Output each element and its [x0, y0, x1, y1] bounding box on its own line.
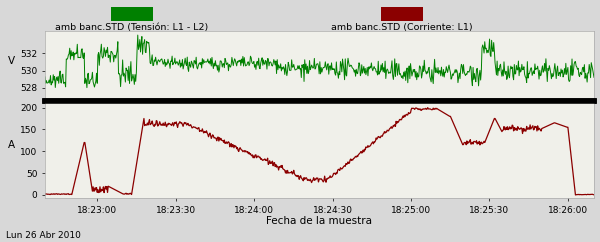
Y-axis label: A: A [8, 140, 16, 150]
Text: amb banc.STD (Corriente: L1): amb banc.STD (Corriente: L1) [331, 23, 473, 32]
Text: amb banc.STD (Tensión: L1 - L2): amb banc.STD (Tensión: L1 - L2) [55, 23, 209, 32]
Text: Lun 26 Abr 2010: Lun 26 Abr 2010 [6, 231, 81, 240]
X-axis label: Fecha de la muestra: Fecha de la muestra [266, 216, 373, 227]
Y-axis label: V: V [8, 56, 16, 66]
